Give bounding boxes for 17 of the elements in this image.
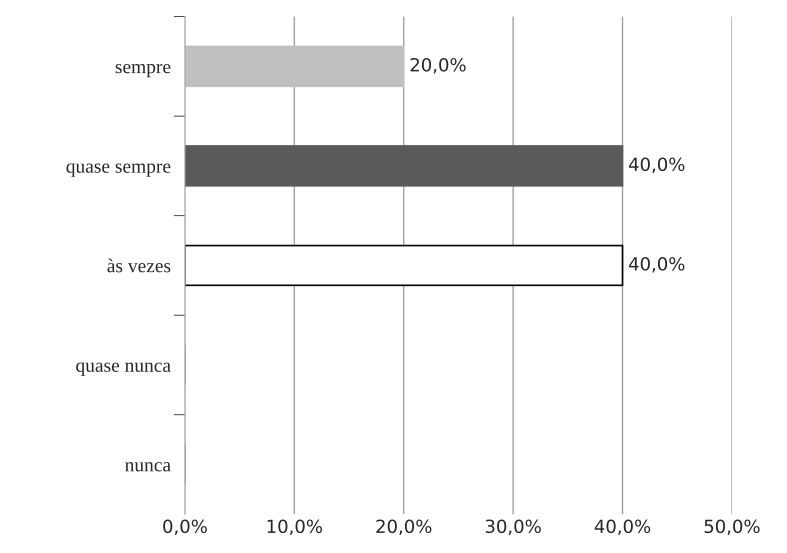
x-tick-label: 50,0% bbox=[704, 519, 760, 535]
x-tick-label: 0,0% bbox=[163, 519, 207, 535]
bar bbox=[184, 46, 405, 88]
data-label: 20,0% bbox=[410, 58, 466, 74]
data-label: 40,0% bbox=[628, 257, 684, 273]
x-tick-label: 40,0% bbox=[594, 519, 650, 535]
y-tick-label: quase sempre bbox=[66, 163, 170, 177]
y-tick-label: às vezes bbox=[107, 258, 170, 272]
y-tick-label: nunca bbox=[125, 462, 171, 472]
x-tick-label: 30,0% bbox=[486, 519, 541, 535]
bar bbox=[184, 145, 624, 187]
x-tick-label: 20,0% bbox=[376, 519, 432, 535]
x-tick-label: 10,0% bbox=[268, 519, 322, 535]
y-tick-label: sempre bbox=[116, 64, 170, 78]
bar bbox=[184, 244, 624, 286]
y-tick-label: quase nunca bbox=[76, 362, 171, 376]
data-label: 40,0% bbox=[628, 157, 684, 173]
